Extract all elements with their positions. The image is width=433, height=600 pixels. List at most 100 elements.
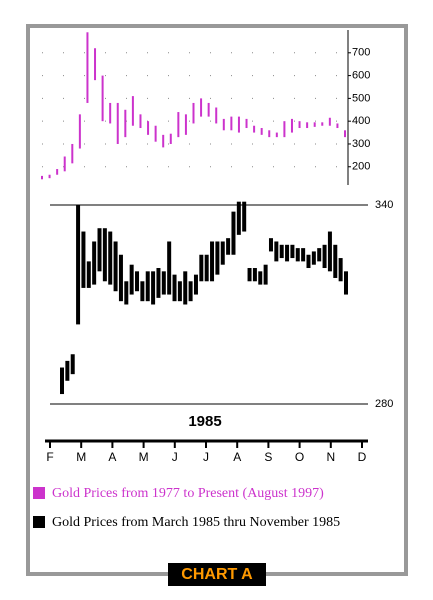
range-bar <box>184 114 187 135</box>
range-bar <box>124 109 127 138</box>
range-bar <box>193 274 198 295</box>
range-bar <box>274 241 279 262</box>
y-tick-label: 500 <box>352 92 370 104</box>
range-bar <box>147 121 150 135</box>
range-bar <box>116 102 119 144</box>
y-tick-label: 600 <box>352 69 370 81</box>
range-bar <box>199 254 204 282</box>
range-bar <box>177 281 182 302</box>
y-tick-label: 700 <box>352 47 370 59</box>
range-bar <box>301 248 306 262</box>
range-bar <box>135 271 140 292</box>
range-bar <box>109 102 112 124</box>
range-bar <box>200 98 203 117</box>
range-bar <box>169 133 172 144</box>
range-bar <box>295 248 300 262</box>
range-bar <box>336 123 339 129</box>
x-tick-label: N <box>326 450 335 464</box>
range-bar <box>192 102 195 124</box>
x-tick-label: J <box>172 450 178 464</box>
y-tick-label: 300 <box>352 138 370 150</box>
range-bar <box>207 102 210 117</box>
range-bar <box>48 174 51 179</box>
range-bar <box>275 132 278 138</box>
range-bar <box>139 114 142 129</box>
range-bar <box>263 264 268 285</box>
range-bar <box>268 238 273 252</box>
range-bar <box>145 271 150 302</box>
range-bar <box>124 281 129 305</box>
y-tick-label: 280 <box>375 398 393 410</box>
range-bar <box>311 251 316 265</box>
x-tick-label: A <box>108 450 116 464</box>
x-tick-label: D <box>358 450 367 464</box>
x-tick-label: O <box>295 450 304 464</box>
range-bar <box>97 228 102 272</box>
legend-swatch <box>33 516 45 528</box>
range-bar <box>210 241 215 282</box>
range-bar <box>204 254 209 282</box>
range-bar <box>327 231 332 272</box>
range-bar <box>118 254 123 302</box>
range-bar <box>92 241 97 285</box>
range-bar <box>63 156 66 172</box>
legend-label: Gold Prices from 1977 to Present (August… <box>52 486 324 501</box>
range-bar <box>313 122 316 127</box>
x-tick-label: M <box>139 450 149 464</box>
range-bar <box>86 261 91 288</box>
range-bar <box>290 244 295 259</box>
range-bar <box>220 241 225 265</box>
range-bar <box>81 231 86 288</box>
range-bar <box>151 271 156 305</box>
range-bar <box>70 354 75 375</box>
legend-label: Gold Prices from March 1985 thru Novembe… <box>52 515 340 530</box>
range-bar <box>279 244 284 259</box>
range-bar <box>321 122 324 126</box>
range-bar <box>94 48 97 81</box>
range-bar <box>231 211 236 255</box>
range-bar <box>177 112 180 138</box>
y-tick-label: 200 <box>352 161 370 173</box>
range-bar <box>222 118 225 131</box>
range-bar <box>268 130 271 138</box>
range-bar <box>306 122 309 129</box>
range-bar <box>172 274 177 302</box>
range-bar <box>230 116 233 131</box>
range-bar <box>60 367 64 395</box>
range-bar <box>65 360 70 381</box>
range-bar <box>162 134 165 148</box>
range-bar <box>253 125 256 133</box>
range-bar <box>140 281 145 302</box>
range-bar <box>285 244 290 262</box>
range-bar <box>41 175 43 180</box>
range-bar <box>129 264 134 295</box>
range-bar <box>237 116 240 133</box>
y-tick-label: 340 <box>375 199 393 211</box>
range-bar <box>131 96 134 126</box>
x-tick-label: M <box>76 450 86 464</box>
range-bar <box>290 118 293 133</box>
range-bar <box>258 271 263 285</box>
range-bar <box>56 169 59 175</box>
range-bar <box>108 231 113 285</box>
range-bar <box>183 271 188 305</box>
range-bar <box>298 121 301 129</box>
range-bar <box>242 201 247 232</box>
range-bar <box>236 201 241 235</box>
x-tick-label: A <box>233 450 241 464</box>
range-bar <box>161 271 166 295</box>
range-bar <box>154 125 157 142</box>
chart-label: CHART A <box>181 566 253 583</box>
range-bar <box>76 205 81 325</box>
range-bar <box>283 121 286 138</box>
range-bar <box>226 238 231 255</box>
label-box <box>168 563 266 586</box>
x-tick-label: F <box>46 450 53 464</box>
range-bar <box>338 258 343 282</box>
range-bar <box>247 268 252 282</box>
range-bar <box>102 228 107 282</box>
range-bar <box>101 75 104 122</box>
range-bar <box>344 130 346 138</box>
range-bar <box>260 128 263 135</box>
